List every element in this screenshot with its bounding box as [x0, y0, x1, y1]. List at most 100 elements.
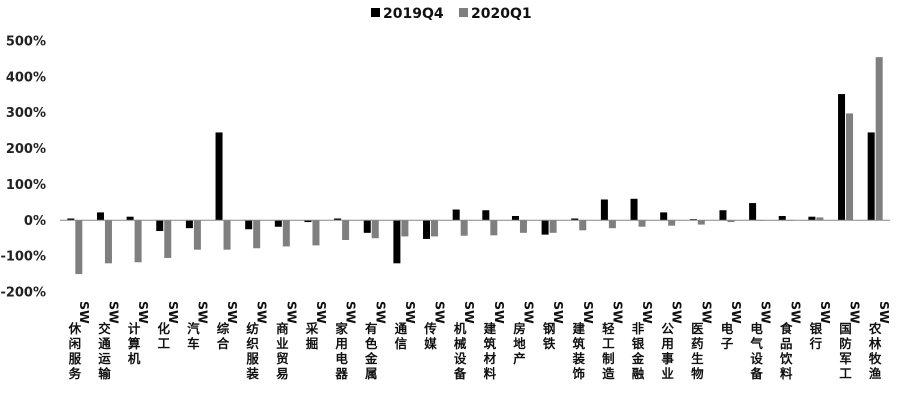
bar-2020q1 — [727, 220, 735, 223]
bar-2020q1 — [549, 220, 557, 233]
svg-text:SW: SW — [521, 301, 536, 324]
svg-text:媒: 媒 — [424, 336, 437, 351]
svg-text:采: 采 — [305, 321, 319, 336]
bar-2019q4 — [571, 218, 579, 221]
svg-text:铁: 铁 — [543, 336, 556, 351]
svg-text:设: 设 — [454, 351, 467, 366]
svg-text:SW: SW — [492, 301, 507, 324]
bar-2020q1 — [816, 217, 824, 221]
bar-2019q4 — [334, 218, 342, 221]
bar-2020q1 — [312, 220, 320, 246]
svg-text:传: 传 — [423, 321, 437, 336]
bar-2019q4 — [126, 216, 134, 221]
svg-text:SW: SW — [818, 301, 833, 324]
svg-text:备: 备 — [453, 366, 467, 381]
svg-text:服: 服 — [69, 351, 82, 366]
svg-text:建: 建 — [572, 321, 585, 336]
svg-text:SW: SW — [759, 301, 774, 324]
bar-2019q4 — [511, 215, 519, 221]
bar-2020q1 — [134, 220, 142, 263]
svg-text:电: 电 — [750, 321, 763, 336]
y-tick-label: -200% — [0, 286, 46, 301]
svg-text:械: 械 — [454, 336, 467, 351]
bar-2020q1 — [282, 220, 290, 247]
bar-2019q4 — [185, 220, 193, 229]
bar-2020q1 — [608, 220, 616, 229]
svg-text:化: 化 — [157, 321, 170, 336]
svg-text:休: 休 — [68, 321, 82, 336]
bar-2019q4 — [274, 220, 282, 227]
bar-2020q1 — [342, 220, 350, 241]
svg-text:闲: 闲 — [69, 336, 82, 351]
svg-text:器: 器 — [334, 366, 348, 381]
bar-2019q4 — [482, 210, 490, 221]
bar-2020q1 — [875, 57, 883, 221]
svg-text:医: 医 — [691, 321, 704, 336]
bar-2020q1 — [401, 220, 409, 237]
bar-2020q1 — [164, 220, 172, 258]
bar-2020q1 — [104, 220, 112, 264]
svg-text:SW: SW — [373, 301, 388, 324]
legend-swatch — [371, 8, 380, 17]
svg-text:掘: 掘 — [306, 336, 319, 351]
svg-text:筑: 筑 — [484, 336, 497, 351]
svg-text:房: 房 — [513, 321, 526, 336]
bar-2020q1 — [697, 220, 705, 225]
svg-text:SW: SW — [166, 301, 181, 324]
svg-text:行: 行 — [809, 336, 823, 351]
svg-text:色: 色 — [365, 336, 378, 351]
bar-2019q4 — [719, 210, 727, 221]
svg-text:商: 商 — [276, 321, 289, 336]
svg-text:SW: SW — [670, 301, 685, 324]
svg-text:家: 家 — [335, 321, 348, 336]
svg-text:SW: SW — [433, 301, 448, 324]
svg-text:物: 物 — [691, 366, 704, 381]
svg-text:算: 算 — [128, 336, 141, 351]
svg-text:SW: SW — [729, 301, 744, 324]
bar-2019q4 — [630, 198, 638, 221]
bar-2020q1 — [371, 220, 379, 239]
svg-text:非: 非 — [632, 321, 645, 336]
svg-text:输: 输 — [98, 366, 111, 381]
bar-2019q4 — [660, 212, 668, 221]
svg-text:金: 金 — [364, 351, 378, 366]
svg-text:防: 防 — [839, 336, 852, 351]
bar-2020q1 — [253, 220, 261, 249]
svg-text:轻: 轻 — [602, 321, 615, 336]
svg-text:纺: 纺 — [246, 321, 259, 336]
svg-text:SW: SW — [136, 301, 151, 324]
svg-text:综: 综 — [217, 321, 230, 336]
y-tick-label: 200% — [6, 142, 46, 157]
bar-2020q1 — [223, 220, 231, 250]
bar-2019q4 — [808, 216, 816, 221]
svg-text:SW: SW — [77, 301, 92, 324]
svg-text:电: 电 — [335, 351, 348, 366]
svg-text:信: 信 — [395, 336, 408, 351]
svg-text:车: 车 — [187, 336, 200, 351]
svg-text:SW: SW — [551, 301, 566, 324]
svg-text:业: 业 — [276, 336, 289, 351]
svg-text:生: 生 — [691, 351, 704, 366]
bar-2019q4 — [156, 220, 164, 232]
svg-text:计: 计 — [128, 321, 141, 336]
svg-text:饰: 饰 — [571, 366, 585, 381]
bar-2019q4 — [423, 220, 431, 239]
legend-swatch — [459, 8, 468, 17]
svg-text:通: 通 — [395, 321, 408, 336]
svg-text:品: 品 — [780, 336, 793, 351]
svg-text:装: 装 — [571, 351, 585, 366]
bar-2020q1 — [579, 220, 587, 231]
legend-label: 2019Q4 — [383, 6, 444, 22]
svg-text:SW: SW — [255, 301, 270, 324]
svg-text:林: 林 — [869, 336, 882, 351]
